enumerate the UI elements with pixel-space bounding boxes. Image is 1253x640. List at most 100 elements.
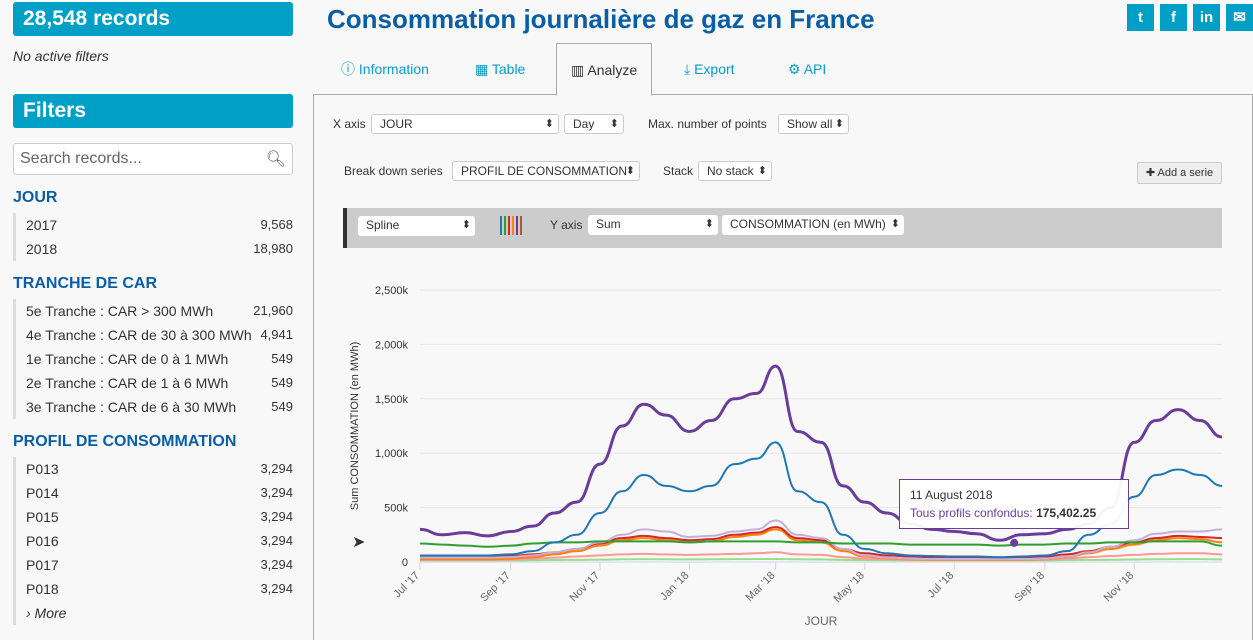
filter-item[interactable]: 3e Tranche : CAR de 6 à 30 MWh 549 [16, 395, 293, 419]
filter-item[interactable]: 5e Tranche : CAR > 300 MWh 21,960 [16, 299, 293, 323]
email-share-button[interactable]: ✉ [1226, 4, 1253, 31]
filter-count: 18,980 [253, 241, 293, 256]
filter-item[interactable]: 1e Tranche : CAR de 0 à 1 MWh 549 [16, 347, 293, 371]
palette-swatch [500, 216, 502, 235]
chart-type-select[interactable]: Spline [358, 216, 475, 236]
active-filters-status: No active filters [13, 48, 109, 64]
bar-chart-icon: ▥ [571, 62, 585, 78]
x-tick-label: Mar '18 [744, 570, 778, 604]
gears-icon: ⚙ [788, 61, 801, 77]
search-input[interactable]: Search records... 🔍︎ [13, 143, 293, 175]
filter-label: P015 [26, 509, 59, 525]
tab-label: Export [694, 61, 735, 77]
filter-count: 549 [271, 399, 293, 414]
tab-export[interactable]: ⤓ Export [684, 43, 735, 95]
filter-count: 3,294 [260, 581, 293, 596]
records-count: 28,548 records [13, 2, 293, 36]
filter-label: P017 [26, 557, 59, 573]
filter-count: 3,294 [260, 461, 293, 476]
tooltip-date: 11 August 2018 [910, 488, 993, 502]
facebook-share-button[interactable]: f [1160, 4, 1187, 31]
breakdown-select[interactable]: PROFIL DE CONSOMMATION [452, 161, 640, 181]
filter-label: P018 [26, 581, 59, 597]
info-icon: ⓘ [341, 61, 355, 77]
filter-item[interactable]: P017 3,294 [16, 553, 293, 577]
tab-label: Analyze [587, 62, 638, 78]
filter-item[interactable]: P015 3,294 [16, 505, 293, 529]
filter-item[interactable]: P016 3,294 [16, 529, 293, 553]
x-tick-label: Jul '17 [391, 570, 422, 601]
series-line [420, 557, 1223, 562]
palette-swatch [512, 216, 514, 235]
y-field-select[interactable]: CONSOMMATION (en MWh) [722, 215, 904, 235]
sidebar: 28,548 records No active filters Filters… [13, 2, 293, 625]
tab-information[interactable]: ⓘ Information [341, 43, 429, 95]
y-tick-label: 1,000k [375, 448, 409, 460]
search-placeholder: Search records... [20, 150, 142, 167]
filter-item[interactable]: 4e Tranche : CAR de 30 à 300 MWh 4,941 [16, 323, 293, 347]
palette-swatch [504, 216, 506, 235]
filter-group-title[interactable]: PROFIL DE CONSOMMATION [13, 433, 237, 450]
facebook-icon: f [1171, 9, 1176, 26]
table-icon: ▦ [475, 61, 489, 77]
filters-title: Filters [13, 94, 293, 128]
filter-label: 2017 [26, 217, 58, 233]
add-serie-button[interactable]: ✚ Add a serie [1137, 162, 1222, 184]
linkedin-share-button[interactable]: in [1193, 4, 1220, 31]
palette-swatch [520, 216, 522, 235]
mouse-cursor-icon: ➤ [352, 534, 366, 551]
tab-analyze[interactable]: ▥ Analyze [556, 43, 653, 96]
filter-list: 5e Tranche : CAR > 300 MWh 21,960 4e Tranc… [13, 299, 293, 419]
y-function-select[interactable]: Sum [588, 215, 718, 235]
filter-label: 2e Tranche : CAR de 1 à 6 MWh [26, 375, 229, 391]
max-points-label: Max. number of points [648, 117, 767, 131]
tooltip-series: Tous profils confondus [910, 506, 1030, 520]
filter-label: P014 [26, 485, 59, 501]
x-tick-label: Nov '18 [1102, 570, 1137, 605]
filter-group-title[interactable]: JOUR [13, 189, 58, 206]
y-tick-label: 2,000k [375, 339, 409, 351]
filter-item[interactable]: 2017 9,568 [16, 213, 293, 237]
tab-bar: ⓘ Information ▦ Table ▥ Analyze ⤓ Export… [313, 43, 1253, 96]
y-tick-label: 500k [384, 503, 408, 515]
palette-swatch [508, 216, 510, 235]
filter-item[interactable]: P014 3,294 [16, 481, 293, 505]
series-line [420, 441, 1223, 559]
series-line [420, 519, 1223, 561]
x-interval-select[interactable]: Day [564, 114, 624, 134]
filter-count: 9,568 [260, 217, 293, 232]
filter-group-title[interactable]: TRANCHE DE CAR [13, 275, 157, 292]
filter-item[interactable]: P018 3,294 [16, 577, 293, 601]
chart: 0 500k 1,000k 1,500k 2,000k 2,500k Jul '17 Sep … [349, 285, 1223, 628]
filter-item[interactable]: 2018 18,980 [16, 237, 293, 261]
y-axis-label: Y axis [550, 218, 583, 232]
color-palette-picker[interactable] [500, 216, 522, 235]
max-points-select[interactable]: Show all [778, 114, 849, 134]
x-axis-select[interactable]: JOUR [371, 114, 559, 134]
chart-tooltip: 11 August 2018 Tous profils confondus: 1… [899, 479, 1129, 529]
y-axis-title: Sum CONSOMMATION (en MWh) [349, 342, 361, 510]
filter-item[interactable]: 2e Tranche : CAR de 1 à 6 MWh 549 [16, 371, 293, 395]
x-axis-label: X axis [333, 117, 366, 131]
filter-count: 3,294 [260, 533, 293, 548]
x-tick-label: Sep '18 [1012, 570, 1047, 605]
twitter-share-button[interactable]: t [1127, 4, 1154, 31]
filter-item[interactable]: P013 3,294 [16, 457, 293, 481]
more-link[interactable]: › More [26, 605, 67, 621]
x-tick-label: Sep '17 [478, 570, 513, 605]
tooltip-value: 175,402.25 [1036, 506, 1097, 520]
tab-api[interactable]: ⚙ API [788, 43, 826, 95]
filter-count: 3,294 [260, 485, 293, 500]
filter-count: 21,960 [253, 303, 293, 318]
filter-count: 549 [271, 375, 293, 390]
tab-table[interactable]: ▦ Table [475, 43, 525, 95]
filter-label: 3e Tranche : CAR de 6 à 30 MWh [26, 399, 237, 415]
stack-select[interactable]: No stack [698, 161, 772, 181]
x-tick-label: May '18 [832, 570, 867, 605]
filter-count: 3,294 [260, 557, 293, 572]
x-tick-label: Nov '17 [568, 570, 603, 605]
twitter-icon: t [1138, 9, 1143, 26]
palette-swatch [516, 216, 518, 235]
filter-count: 4,941 [260, 327, 293, 342]
search-icon[interactable]: 🔍︎ [265, 151, 286, 168]
